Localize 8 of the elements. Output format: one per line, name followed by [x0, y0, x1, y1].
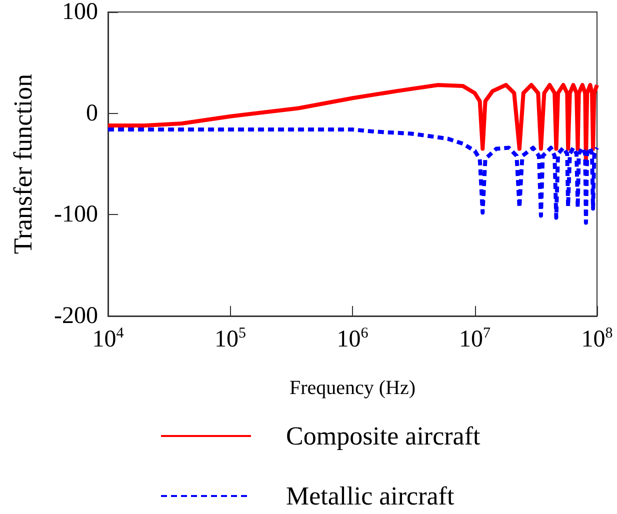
y-tick-label: -100: [54, 202, 98, 228]
y-tick-label: 0: [86, 100, 98, 126]
y-tick-label: -200: [54, 303, 98, 329]
x-axis-title: Frequency (Hz): [289, 377, 416, 399]
y-tick-label: 100: [62, 0, 98, 25]
legend-label: Composite aircraft: [286, 422, 481, 450]
legend-label: Metallic aircraft: [286, 482, 455, 510]
y-axis-title: Transfer function: [8, 74, 38, 254]
